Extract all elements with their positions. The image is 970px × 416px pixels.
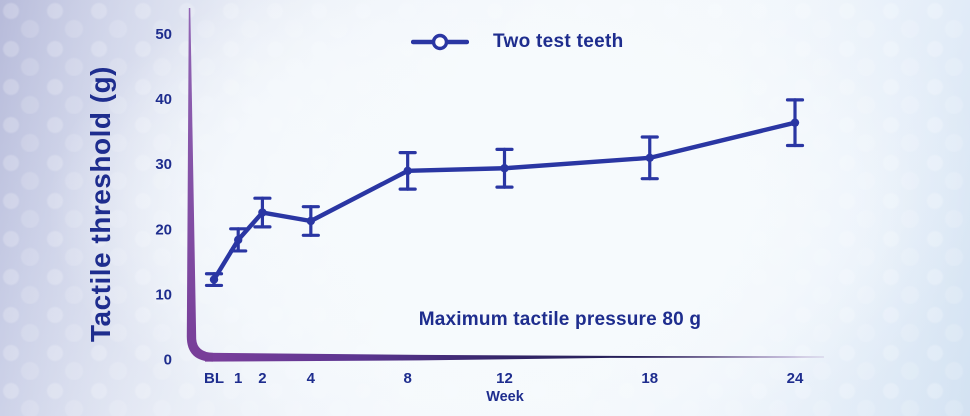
data-point xyxy=(306,216,316,226)
x-tick-label: 24 xyxy=(787,370,804,387)
y-tick-label: 30 xyxy=(155,156,172,173)
y-tick-label: 0 xyxy=(164,352,172,369)
y-tick-label: 50 xyxy=(155,26,172,43)
x-tick-label: 1 xyxy=(234,370,242,387)
legend: Two test teeth xyxy=(411,31,624,53)
legend-label: Two test teeth xyxy=(493,31,624,52)
data-point xyxy=(234,235,243,245)
data-point xyxy=(403,166,412,176)
data-point xyxy=(258,208,267,217)
x-tick-label: BL xyxy=(204,370,224,387)
series-line xyxy=(211,120,798,282)
x-tick-label: 12 xyxy=(496,370,513,387)
y-tick-label: 10 xyxy=(155,286,172,303)
max-pressure-annotation: Maximum tactile pressure 80 g xyxy=(418,309,702,330)
x-tick-label: 4 xyxy=(307,370,316,387)
y-axis-line xyxy=(186,8,213,362)
y-tick-label: 20 xyxy=(155,221,172,238)
x-axis-line xyxy=(205,352,824,362)
x-tick-label: 2 xyxy=(258,370,266,387)
data-point xyxy=(645,153,654,163)
x-axis-title: Week xyxy=(486,389,524,405)
y-axis-title: Tactile threshold (g) xyxy=(85,66,116,342)
data-point xyxy=(500,164,509,173)
x-tick-label: 18 xyxy=(641,370,658,387)
x-tick-label: 8 xyxy=(403,370,411,387)
y-tick-label: 40 xyxy=(155,91,172,108)
data-point xyxy=(209,275,219,284)
data-point xyxy=(790,118,800,127)
legend-marker-icon xyxy=(411,33,469,51)
